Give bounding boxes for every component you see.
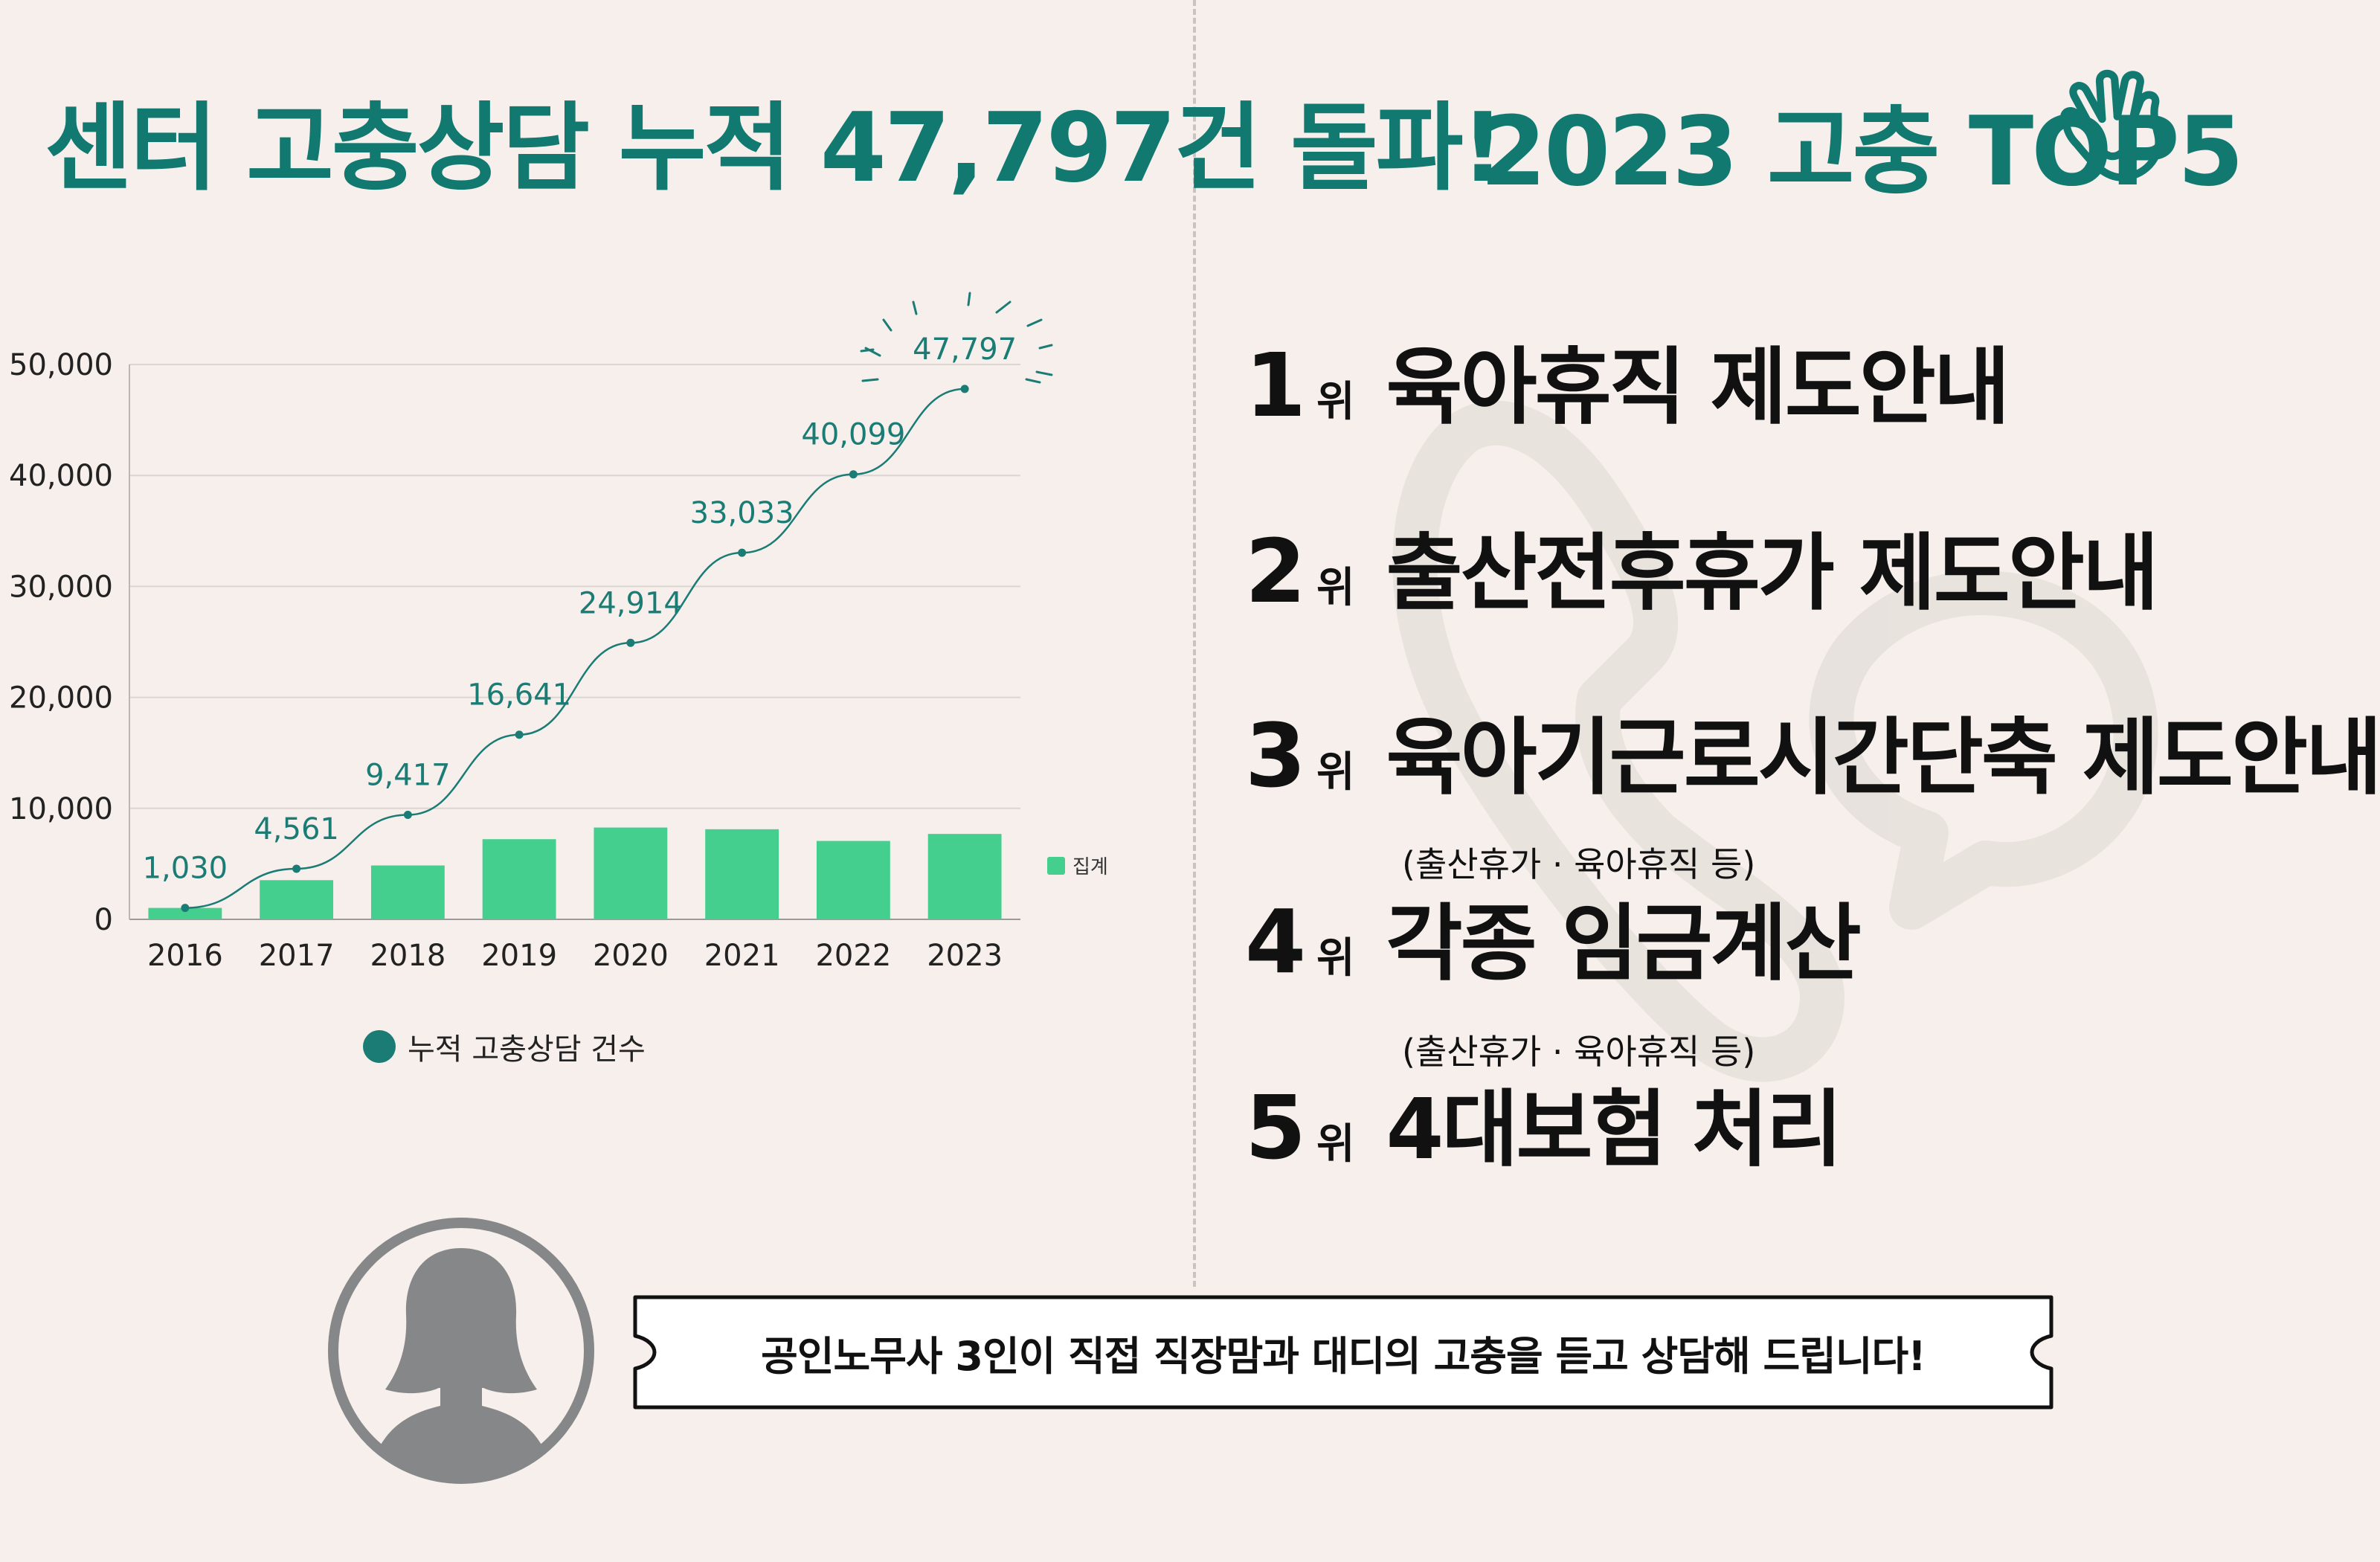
line-point	[626, 638, 635, 647]
sparkle-line	[860, 348, 875, 353]
rank-text: 출산전후휴가 제도안내	[1386, 525, 2159, 622]
line-point	[738, 548, 747, 557]
sparkle-line	[1038, 344, 1053, 350]
rank-note: (출산휴가 · 육아휴직 등)	[1402, 1032, 1756, 1072]
sparkle-line	[967, 292, 971, 306]
rank-number: 1	[1244, 334, 1307, 437]
x-tick-label: 2018	[370, 939, 446, 973]
bar-line-chart: 0 10,000 20,000 30,000 40,000 50,000 1,030 4,5…	[9, 292, 1053, 973]
data-label: 47,797	[913, 332, 1017, 367]
data-label: 16,641	[467, 678, 571, 713]
banner-text: 공인노무사 3인이 직접 직장맘과 대디의 고충을 듣고 상담해 드립니다!	[761, 1332, 1926, 1380]
line-point	[181, 904, 190, 913]
rank-item: 3 위 육아기근로시간단축 제도안내	[1235, 690, 2380, 811]
bar	[705, 829, 779, 919]
line-point	[960, 385, 969, 393]
rank-number: 4	[1244, 890, 1307, 993]
data-label: 4,561	[254, 812, 339, 846]
legend-bar-label: 집계	[1072, 856, 1108, 878]
rank-number: 2	[1244, 520, 1307, 623]
x-tick-label: 2020	[593, 939, 669, 973]
sparkle-line	[861, 378, 879, 382]
y-tick-label: 10,000	[9, 792, 113, 826]
x-tick-label: 2016	[147, 939, 223, 973]
phone-watermark-icon	[1392, 400, 2158, 1082]
rank-item: 2 위 출산전후휴가 제도안내	[1235, 506, 2159, 626]
rank-text: 육아기근로시간단축 제도안내	[1386, 710, 2380, 806]
sparkle-line	[1035, 370, 1053, 376]
rank-note: (출산휴가 · 육아휴직 등)	[1402, 844, 1756, 884]
woman-avatar-icon	[328, 1218, 594, 1484]
rank-unit: 위	[1316, 934, 1355, 983]
line-point	[849, 470, 858, 479]
y-tick-label: 30,000	[9, 570, 113, 604]
rank-unit: 위	[1316, 378, 1355, 426]
bar	[927, 834, 1002, 919]
rank-unit: 위	[1316, 748, 1355, 797]
rank-unit: 위	[1316, 564, 1355, 612]
rank-number: 3	[1244, 704, 1307, 807]
line-series	[184, 388, 965, 909]
data-label: 40,099	[801, 418, 905, 452]
bar	[594, 827, 668, 919]
x-tick-label: 2022	[815, 939, 891, 973]
sparkle-line	[1025, 378, 1041, 384]
legend-bar-swatch	[1047, 856, 1065, 875]
y-tick-label: 20,000	[9, 681, 113, 716]
rank-text: 각종 임금계산	[1386, 896, 1862, 992]
data-label: 1,030	[143, 852, 228, 886]
data-label: 24,914	[579, 586, 683, 620]
sparkle-line	[1026, 318, 1043, 327]
banner-ticket	[633, 1295, 2053, 1410]
bar	[482, 839, 556, 919]
rank-number: 5	[1244, 1076, 1307, 1179]
data-label: 9,417	[365, 758, 451, 792]
sparkle-line	[995, 300, 1012, 314]
bar	[260, 880, 334, 919]
bar	[370, 865, 445, 919]
chart-title: 센터 고충상담 누적 47,797건 돌파!	[45, 93, 1505, 204]
x-tick-label: 2023	[927, 939, 1003, 973]
rank-item: 1 위 육아휴직 제도안내	[1235, 320, 2010, 440]
rank-item: 4 위 각종 임금계산	[1235, 876, 1862, 997]
rank-unit: 위	[1316, 1120, 1355, 1169]
line-point	[515, 730, 524, 739]
rank-text: 육아휴직 제도안내	[1386, 339, 2010, 436]
line-point	[292, 864, 301, 873]
vertical-divider	[1193, 0, 1196, 1287]
x-tick-label: 2017	[259, 939, 335, 973]
rank-text: 4대보험 처리	[1386, 1081, 1843, 1178]
x-tick-label: 2019	[481, 939, 557, 973]
y-tick-label: 50,000	[9, 348, 113, 382]
y-tick-label: 0	[94, 903, 113, 937]
line-point	[403, 810, 412, 819]
data-label: 33,033	[690, 496, 794, 530]
sparkle-line	[912, 300, 918, 315]
legend-line: 누적 고충상담 건수	[363, 1025, 646, 1068]
rank-item: 5 위 4대보험 처리	[1235, 1062, 1843, 1183]
bar	[148, 907, 222, 919]
legend-line-label: 누적 고충상담 건수	[408, 1032, 646, 1067]
hand-wave-icon	[2060, 69, 2163, 181]
legend-line-dot	[363, 1030, 396, 1063]
y-tick-label: 40,000	[9, 459, 113, 493]
sparkle-line	[882, 318, 892, 332]
x-tick-label: 2021	[704, 939, 780, 973]
bar	[816, 841, 890, 919]
legend-bar: 집계	[1047, 852, 1108, 879]
